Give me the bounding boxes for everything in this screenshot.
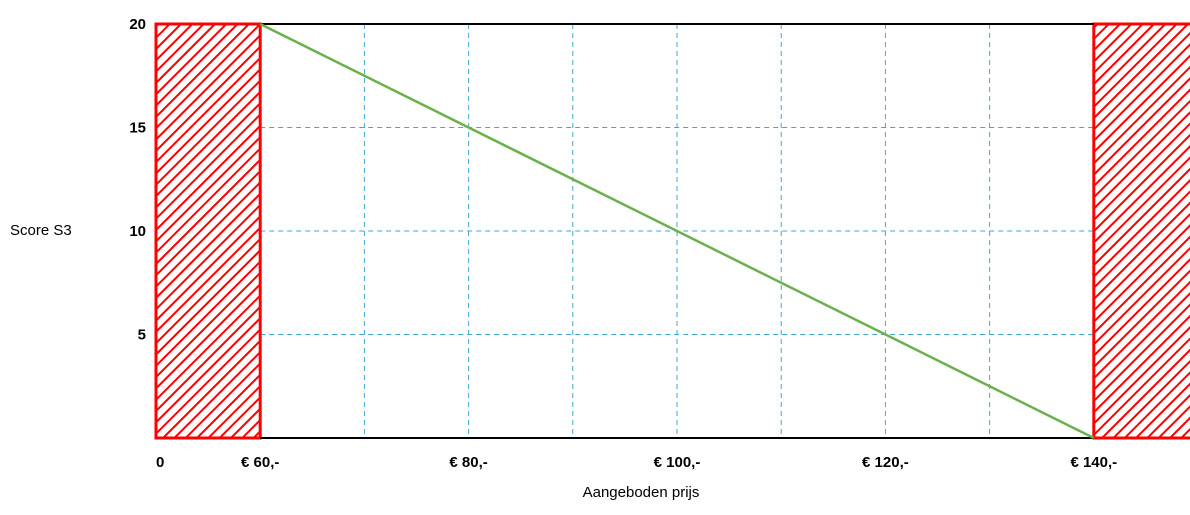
x-tick-label: € 60,- bbox=[241, 454, 279, 471]
y-tick-label: 5 bbox=[138, 327, 146, 344]
excluded-range bbox=[154, 22, 262, 440]
y-tick-label: 20 bbox=[129, 16, 146, 33]
y-tick-label: 15 bbox=[129, 120, 146, 137]
x-tick-label: € 100,- bbox=[654, 454, 701, 471]
x-tick-label: 0 bbox=[156, 454, 164, 471]
score-line bbox=[259, 22, 1095, 440]
x-axis-label: Aangeboden prijs bbox=[582, 484, 700, 501]
y-axis-label: Score S3 bbox=[10, 222, 72, 239]
y-tick-label: 10 bbox=[129, 223, 146, 240]
x-tick-label: € 80,- bbox=[449, 454, 487, 471]
x-tick-label: € 140,- bbox=[1070, 454, 1117, 471]
x-tick-label: € 120,- bbox=[862, 454, 909, 471]
excluded-range bbox=[1092, 22, 1190, 440]
